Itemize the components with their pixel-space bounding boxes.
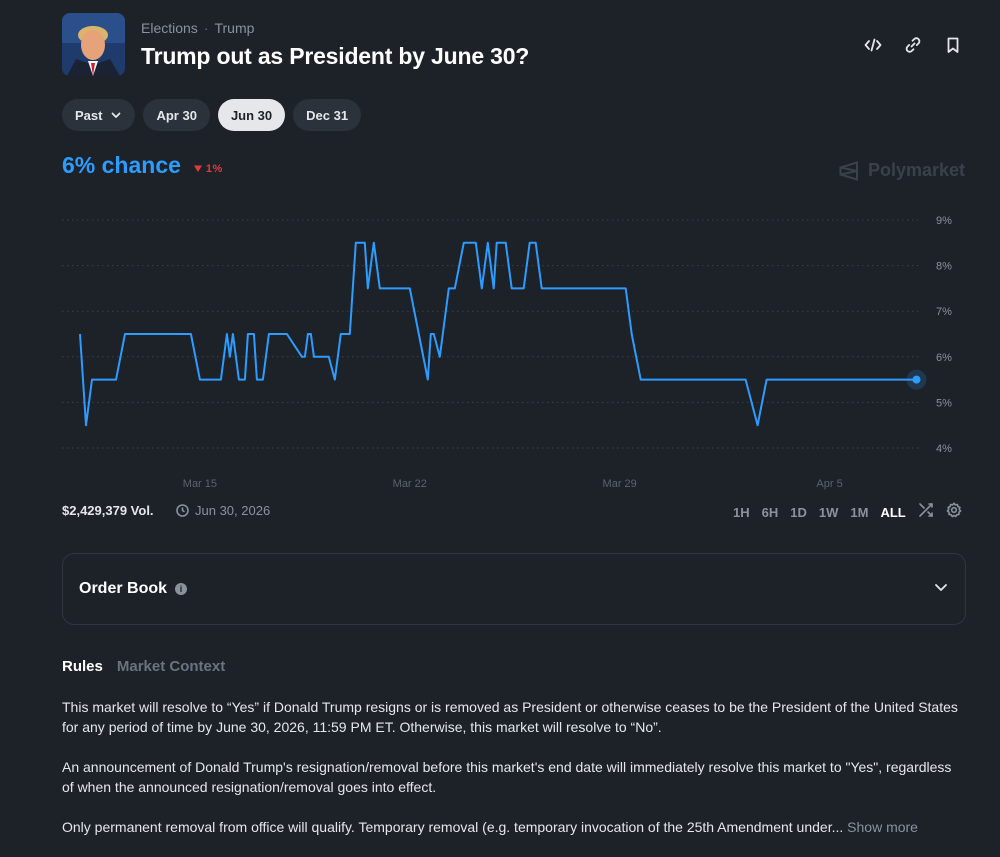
embed-icon — [864, 38, 882, 52]
chance-value: 6% chance — [62, 152, 181, 178]
past-dropdown[interactable]: Past — [62, 99, 136, 131]
time-range-selector: 1H 6H 1D 1W 1M ALL — [733, 502, 962, 523]
order-book-toggle[interactable] — [933, 579, 949, 600]
order-book-panel[interactable]: Order Book i — [62, 553, 966, 625]
x-axis-labels: Mar 15 Mar 22 Mar 29 Apr 5 — [183, 478, 843, 490]
y-tick-label: 4% — [936, 443, 952, 455]
range-1m[interactable]: 1M — [850, 505, 869, 520]
breadcrumb-separator: · — [203, 20, 209, 36]
tab-rules[interactable]: Rules — [62, 658, 103, 675]
rules-text: This market will resolve to “Yes” if Don… — [62, 697, 966, 857]
x-tick-label: Mar 22 — [393, 478, 427, 490]
tab-apr-30[interactable]: Apr 30 — [143, 99, 210, 131]
y-axis-labels: 9% 8% 7% 6% 5% 4% — [936, 215, 952, 455]
page-title: Trump out as President by June 30? — [141, 43, 530, 69]
shuffle-icon — [918, 503, 933, 517]
rules-paragraph-text: Only permanent removal from office will … — [62, 819, 844, 835]
price-line — [79, 241, 917, 427]
president-portrait-image — [62, 13, 125, 76]
triangle-down-icon — [193, 165, 202, 172]
chart-grid — [62, 219, 920, 449]
bookmark-icon — [947, 37, 959, 53]
tab-jun-30[interactable]: Jun 30 — [217, 99, 286, 131]
y-tick-label: 5% — [936, 397, 952, 409]
range-6h[interactable]: 6H — [761, 505, 779, 520]
gear-icon — [946, 502, 962, 518]
breadcrumb-trump[interactable]: Trump — [214, 20, 255, 36]
volume-stat: $2,429,379 Vol. — [62, 503, 154, 518]
y-tick-label: 6% — [936, 352, 952, 364]
y-tick-label: 7% — [936, 306, 952, 318]
chevron-down-icon — [112, 112, 121, 118]
copy-link-button[interactable] — [902, 34, 924, 56]
past-label: Past — [75, 107, 103, 123]
end-date-stat: Jun 30, 2026 — [176, 503, 270, 518]
clock-icon — [176, 504, 189, 517]
tab-market-context[interactable]: Market Context — [116, 658, 226, 675]
order-book-label: Order Book — [79, 580, 168, 597]
y-tick-label: 9% — [936, 215, 952, 227]
breadcrumb: Elections · Trump — [141, 20, 254, 36]
polymarket-logo-icon — [839, 160, 858, 181]
rules-tabs: Rules Market Context — [62, 658, 225, 675]
end-date-value: Jun 30, 2026 — [195, 503, 271, 518]
rules-paragraph: This market will resolve to “Yes” if Don… — [62, 699, 958, 735]
breadcrumb-elections[interactable]: Elections — [141, 20, 198, 36]
chart-settings-button[interactable] — [946, 502, 962, 523]
rules-paragraph: Only permanent removal from office will … — [62, 817, 966, 837]
info-icon[interactable]: i — [175, 583, 188, 595]
bookmark-button[interactable] — [942, 34, 964, 56]
x-tick-label: Mar 15 — [183, 478, 217, 490]
date-tabs: Past Apr 30 Jun 30 Dec 31 — [62, 99, 362, 131]
tab-dec-31[interactable]: Dec 31 — [293, 99, 362, 131]
market-thumbnail — [62, 13, 125, 76]
probability-summary: 6% chance 1% — [62, 152, 223, 179]
header-actions — [862, 34, 964, 56]
brand-name: Polymarket — [868, 160, 966, 180]
y-tick-label: 8% — [936, 261, 952, 273]
range-1w[interactable]: 1W — [818, 505, 839, 520]
chevron-down-icon — [935, 583, 947, 591]
last-point-marker — [912, 375, 921, 384]
range-all[interactable]: ALL — [880, 505, 906, 520]
range-1h[interactable]: 1H — [733, 505, 750, 520]
link-icon — [905, 37, 921, 53]
brand-watermark: Polymarket — [838, 160, 965, 181]
show-more-link[interactable]: Show more — [847, 819, 918, 835]
x-tick-label: Mar 29 — [603, 478, 637, 490]
price-chart[interactable]: 9% 8% 7% 6% 5% 4% Mar 15 Mar 22 Mar 29 Apr 5 — [0, 0, 1000, 500]
rules-paragraph: An announcement of Donald Trump's resign… — [62, 759, 952, 795]
range-1d[interactable]: 1D — [790, 505, 807, 520]
chance-delta-value: 1% — [205, 162, 223, 175]
chance-delta: 1% — [193, 163, 223, 175]
embed-button[interactable] — [862, 34, 884, 56]
shuffle-button[interactable] — [918, 502, 934, 523]
x-tick-label: Apr 5 — [816, 478, 842, 490]
